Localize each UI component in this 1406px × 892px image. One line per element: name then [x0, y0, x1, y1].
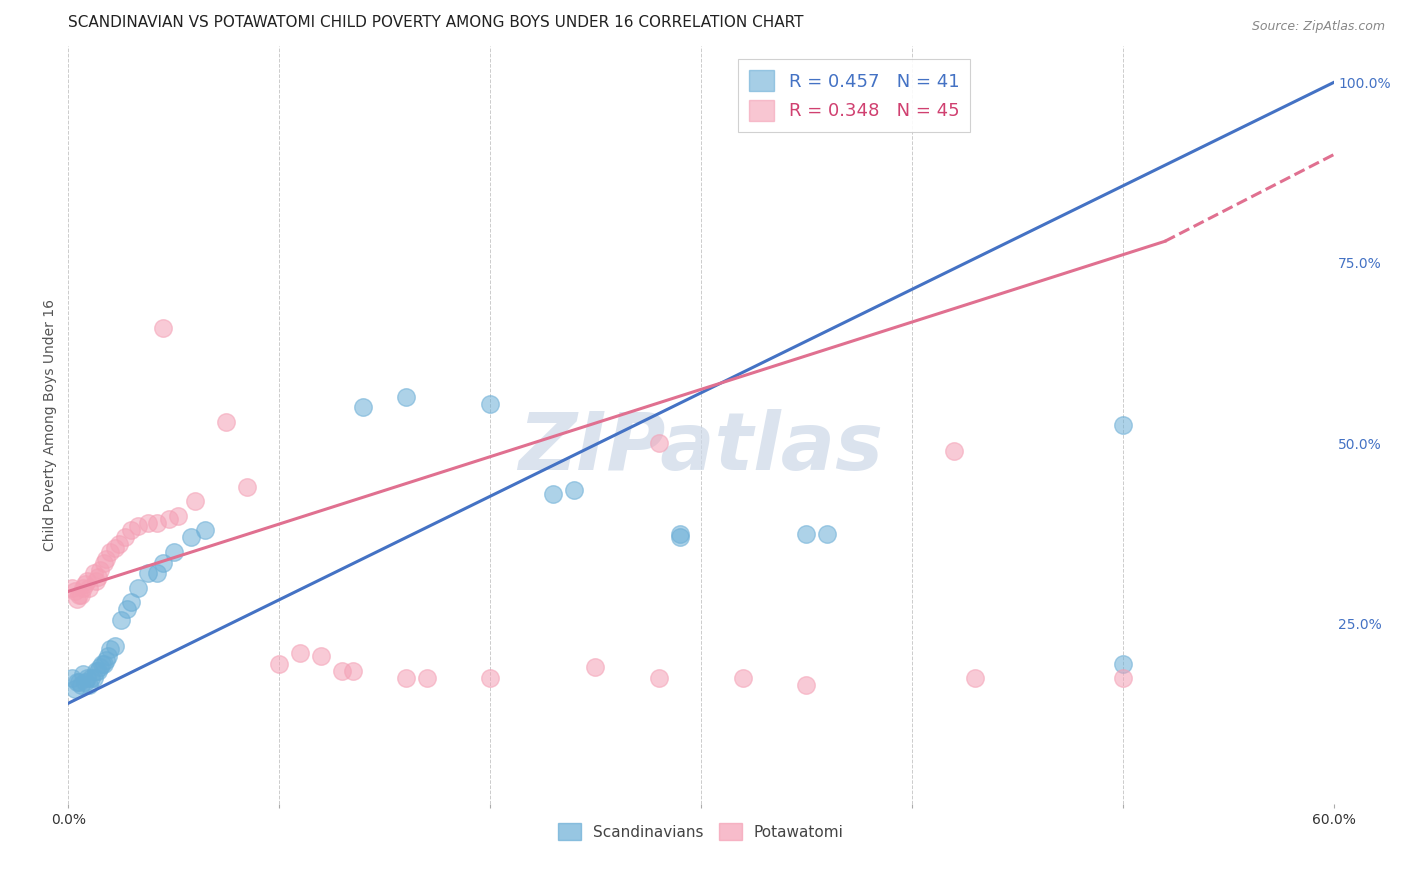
Point [62, 581, 84, 595]
Point [127, 581, 149, 595]
Point [117, 602, 139, 616]
Point [67, 674, 90, 689]
Point [100, 544, 122, 558]
Point [167, 508, 190, 523]
Point [104, 541, 127, 555]
Point [89, 660, 111, 674]
Point [87, 664, 110, 678]
Text: ZIPatlas: ZIPatlas [519, 409, 883, 487]
Point [93, 657, 115, 671]
Point [72, 667, 94, 681]
Point [83, 671, 105, 685]
Point [66, 674, 89, 689]
Point [75, 674, 97, 689]
Point [395, 390, 418, 404]
Point [479, 397, 502, 411]
Point [647, 436, 669, 450]
Point [416, 671, 439, 685]
Point [159, 512, 181, 526]
Point [269, 657, 291, 671]
Point [75, 577, 97, 591]
Point [1111, 657, 1133, 671]
Point [70, 588, 93, 602]
Point [138, 566, 160, 581]
Point [146, 566, 169, 581]
Point [342, 664, 364, 678]
Point [97, 649, 120, 664]
Point [479, 671, 502, 685]
Point [104, 639, 127, 653]
Point [67, 588, 90, 602]
Point [583, 660, 606, 674]
Point [70, 678, 93, 692]
Point [96, 653, 118, 667]
Text: Source: ZipAtlas.com: Source: ZipAtlas.com [1251, 20, 1385, 33]
Point [100, 642, 122, 657]
Point [731, 671, 754, 685]
Point [146, 516, 169, 530]
Point [62, 671, 84, 685]
Point [84, 574, 107, 588]
Point [668, 530, 690, 544]
Point [353, 401, 375, 415]
Point [84, 664, 107, 678]
Point [91, 657, 114, 671]
Point [63, 681, 86, 696]
Point [63, 584, 86, 599]
Point [562, 483, 585, 498]
Point [114, 530, 136, 544]
Point [93, 556, 115, 570]
Point [236, 480, 259, 494]
Legend: Scandinavians, Potawatomi: Scandinavians, Potawatomi [551, 817, 851, 846]
Point [794, 526, 817, 541]
Point [121, 523, 143, 537]
Point [76, 671, 98, 685]
Point [395, 671, 418, 685]
Point [108, 537, 131, 551]
Point [963, 671, 986, 685]
Point [184, 494, 207, 508]
Point [80, 671, 103, 685]
Point [180, 530, 202, 544]
Point [152, 556, 174, 570]
Point [127, 519, 149, 533]
Point [152, 321, 174, 335]
Point [647, 671, 669, 685]
Point [215, 415, 238, 429]
Point [121, 595, 143, 609]
Point [96, 552, 118, 566]
Point [541, 487, 564, 501]
Point [79, 581, 101, 595]
Y-axis label: Child Poverty Among Boys Under 16: Child Poverty Among Boys Under 16 [44, 300, 58, 551]
Point [163, 544, 186, 558]
Point [332, 664, 354, 678]
Point [815, 526, 838, 541]
Point [66, 591, 89, 606]
Text: SCANDINAVIAN VS POTAWATOMI CHILD POVERTY AMONG BOYS UNDER 16 CORRELATION CHART: SCANDINAVIAN VS POTAWATOMI CHILD POVERTY… [69, 15, 804, 30]
Point [72, 581, 94, 595]
Point [668, 526, 690, 541]
Point [1111, 418, 1133, 433]
Point [110, 613, 132, 627]
Point [290, 646, 312, 660]
Point [794, 678, 817, 692]
Point [87, 570, 110, 584]
Point [1111, 671, 1133, 685]
Point [194, 523, 217, 537]
Point [89, 563, 111, 577]
Point [83, 566, 105, 581]
Point [942, 443, 965, 458]
Point [311, 649, 333, 664]
Point [79, 678, 101, 692]
Point [76, 574, 98, 588]
Point [138, 516, 160, 530]
